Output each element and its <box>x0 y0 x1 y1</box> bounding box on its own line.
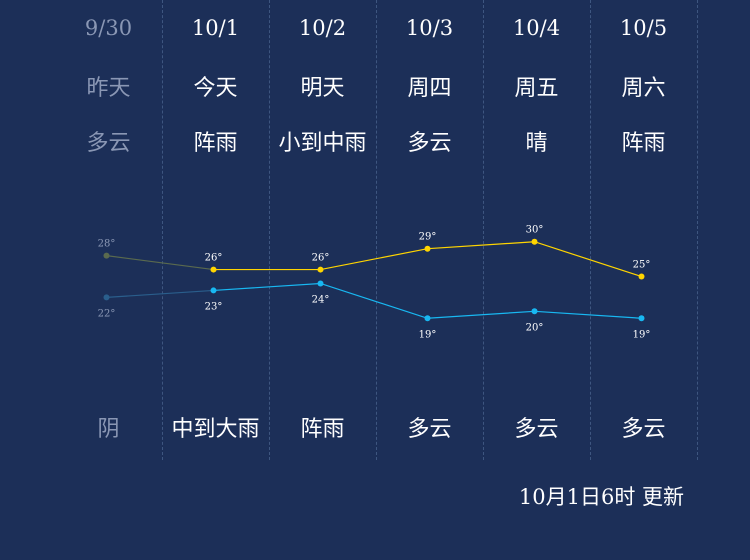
night-weather: 中到大雨 <box>171 417 260 442</box>
day-label: 明天 <box>300 76 345 101</box>
column-separator <box>590 0 591 460</box>
high-temp-label: 29° <box>419 232 437 243</box>
night-weather: 多云 <box>621 417 666 442</box>
temperature-chart: 28° 26° 26° 29° 30° 25° 22° 23° 24° 19° 20° 19° <box>98 225 651 341</box>
update-time: 10月1日6时 更新 <box>518 485 684 509</box>
column-separator <box>697 0 698 460</box>
low-temp-line <box>213 282 642 319</box>
day-date: 10/4 <box>512 16 561 40</box>
day-label: 今天 <box>193 76 238 101</box>
day-column: 9/30 昨天多云阴 <box>55 0 162 460</box>
high-temp-label: 26° <box>205 253 223 264</box>
high-temp-point <box>210 266 217 273</box>
day-column: 10/4 周五晴多云 <box>483 0 590 460</box>
high-temp-label: 26° <box>312 253 330 264</box>
day-date: 10/2 <box>298 16 347 40</box>
column-separator <box>483 0 484 460</box>
low-temp-label: 19° <box>419 329 437 340</box>
day-date: 10/1 <box>191 16 240 40</box>
day-label: 周六 <box>621 76 666 101</box>
day-date: 10/5 <box>619 16 668 40</box>
high-temp-point <box>317 266 324 273</box>
day-date: 9/30 <box>84 16 133 40</box>
low-temp-point <box>210 287 217 294</box>
low-temp-label: 24° <box>312 294 330 305</box>
column-separator <box>162 0 163 460</box>
day-weather: 阵雨 <box>621 131 666 156</box>
day-column: 10/5 周六阵雨多云 <box>590 0 697 460</box>
low-temp-point <box>531 308 538 315</box>
high-temp-label: 30° <box>526 225 544 236</box>
day-column: 10/1 今天阵雨中到大雨 <box>162 0 269 460</box>
high-temp-point <box>531 238 538 245</box>
low-temp-label: 19° <box>633 329 651 340</box>
day-weather: 多云 <box>407 131 452 156</box>
night-weather: 阵雨 <box>300 417 345 442</box>
low-temp-point <box>424 315 431 322</box>
day-weather: 晴 <box>525 131 548 156</box>
day-column: 10/3 周四 多云 多云 <box>376 0 483 460</box>
night-weather: 阴 <box>97 417 120 442</box>
day-label: 周四 <box>407 76 452 101</box>
low-temp-point <box>103 294 110 301</box>
low-temp-label: 22° <box>98 308 116 319</box>
night-weather: 多云 <box>514 417 559 442</box>
column-separator <box>376 0 377 460</box>
column-separator <box>269 0 270 460</box>
low-temp-label: 20° <box>526 322 544 333</box>
low-temp-point <box>638 315 645 322</box>
day-weather: 多云 <box>86 131 131 156</box>
day-date: 10/3 <box>405 16 454 40</box>
day-label: 昨天 <box>86 76 131 101</box>
day-column: 10/2 明天小到中雨阵雨 <box>269 0 376 460</box>
day-weather: 阵雨 <box>193 131 238 156</box>
low-temp-point <box>317 280 324 287</box>
day-label: 周五 <box>514 76 559 101</box>
series-line-past <box>106 289 214 298</box>
high-temp-point <box>103 252 110 259</box>
high-temp-point <box>638 273 645 280</box>
high-temp-label: 25° <box>633 260 651 271</box>
high-temp-point <box>424 245 431 252</box>
low-temp-label: 23° <box>205 301 223 312</box>
high-temp-label: 28° <box>98 239 116 250</box>
night-weather: 多云 <box>407 417 452 442</box>
day-weather: 小到中雨 <box>278 131 367 156</box>
series-line-past <box>106 255 214 271</box>
